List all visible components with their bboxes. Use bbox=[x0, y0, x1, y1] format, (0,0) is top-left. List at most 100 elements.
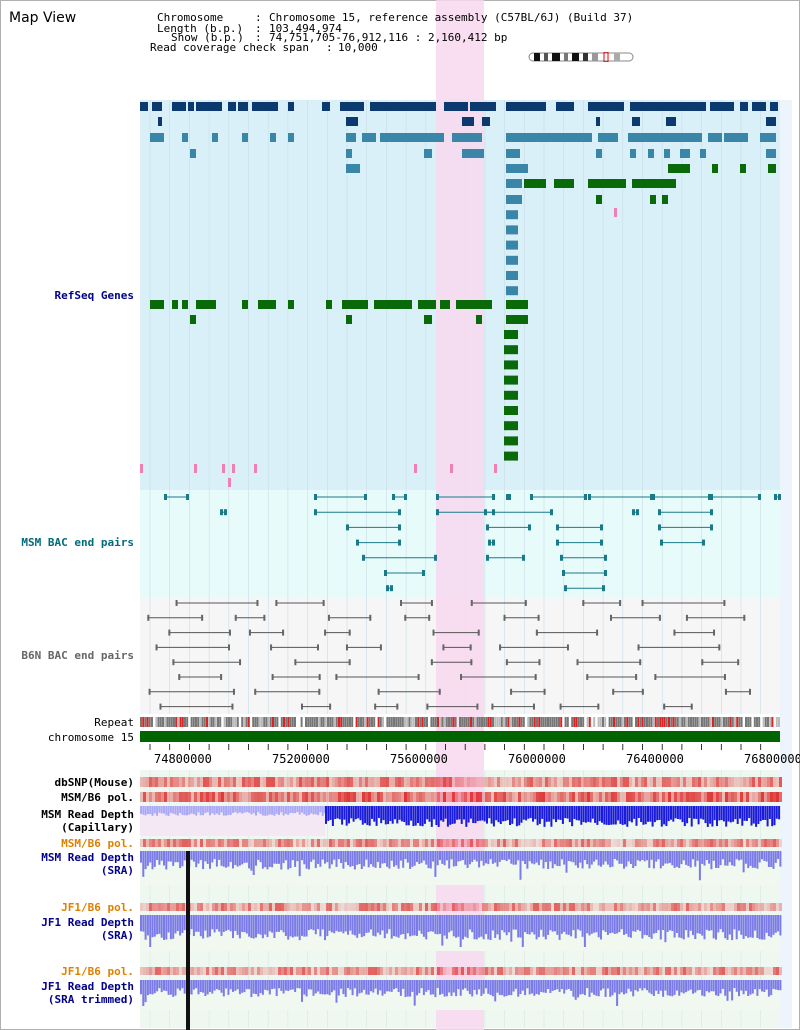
depth-bar bbox=[314, 915, 317, 935]
polymorphism-cell bbox=[254, 903, 257, 911]
repeat-mark bbox=[511, 717, 514, 727]
depth-bar bbox=[759, 806, 762, 822]
b6n-bac-end bbox=[432, 629, 435, 636]
gene-mark bbox=[190, 315, 196, 324]
polymorphism-cell bbox=[683, 903, 686, 911]
depth-bar bbox=[321, 806, 324, 816]
depth-bar bbox=[469, 806, 472, 819]
depth-bar bbox=[397, 915, 400, 938]
depth-bar bbox=[163, 915, 165, 940]
depth-bar bbox=[289, 851, 292, 869]
depth-bar bbox=[471, 980, 474, 997]
polymorphism-cell bbox=[227, 792, 230, 802]
polymorphism-cell bbox=[680, 792, 683, 802]
polymorphism-cell bbox=[575, 903, 578, 911]
depth-bar bbox=[726, 980, 729, 1001]
polymorphism-cell bbox=[746, 839, 749, 847]
polymorphism-cell bbox=[377, 792, 380, 802]
depth-bar bbox=[464, 980, 467, 989]
polymorphism-cell bbox=[386, 839, 389, 847]
snp-marker bbox=[414, 464, 417, 473]
gene-mark bbox=[588, 102, 624, 111]
polymorphism-cell bbox=[755, 967, 758, 975]
depth-bar bbox=[720, 806, 723, 821]
depth-bar bbox=[227, 851, 230, 867]
depth-bar bbox=[459, 980, 462, 996]
polymorphism-cell bbox=[716, 967, 719, 975]
chromosome-ideogram[interactable] bbox=[528, 52, 634, 62]
gene-mark bbox=[346, 315, 352, 324]
polymorphism-cell bbox=[320, 967, 323, 975]
depth-bar bbox=[770, 980, 773, 996]
gene-mark bbox=[362, 133, 376, 142]
repeat-mark bbox=[247, 717, 250, 727]
polymorphism-cell bbox=[227, 777, 230, 787]
polymorphism-cell bbox=[368, 777, 371, 787]
polymorphism-cell bbox=[653, 839, 656, 847]
polymorphism-cell bbox=[500, 777, 503, 787]
polymorphism-cell bbox=[356, 903, 359, 911]
polymorphism-cell bbox=[260, 967, 263, 975]
depth-bar bbox=[554, 980, 556, 991]
depth-bar bbox=[680, 915, 683, 939]
repeat-mark bbox=[659, 717, 662, 727]
depth-bar bbox=[374, 980, 377, 989]
depth-bar bbox=[733, 980, 736, 989]
polymorphism-cell bbox=[416, 903, 419, 911]
repeat-mark bbox=[340, 717, 343, 727]
depth-bar bbox=[195, 915, 198, 932]
polymorphism-cell bbox=[467, 903, 470, 911]
repeat-mark bbox=[324, 717, 327, 727]
polymorphism-cell bbox=[740, 967, 743, 975]
axis-tick-label: 74800000 bbox=[154, 752, 212, 766]
polymorphism-cell bbox=[554, 903, 557, 911]
polymorphism-cell bbox=[761, 792, 764, 802]
depth-bar bbox=[625, 915, 628, 934]
polymorphism-cell bbox=[323, 967, 326, 975]
gene-mark bbox=[504, 390, 518, 400]
polymorphism-cell bbox=[617, 967, 620, 975]
depth-bar bbox=[763, 980, 766, 993]
depth-bar bbox=[167, 806, 170, 816]
polymorphism-cell bbox=[668, 792, 671, 802]
polymorphism-cell bbox=[581, 903, 584, 911]
repeat-mark bbox=[155, 717, 158, 727]
polymorphism-cell bbox=[206, 792, 209, 802]
polymorphism-cell bbox=[392, 792, 395, 802]
polymorphism-cell bbox=[275, 839, 278, 847]
gene-mark bbox=[596, 117, 600, 126]
depth-bar bbox=[305, 806, 308, 816]
polymorphism-cell bbox=[452, 903, 455, 911]
polymorphism-cell bbox=[239, 839, 242, 847]
polymorphism-cell bbox=[569, 967, 572, 975]
depth-bar bbox=[192, 851, 195, 862]
polymorphism-cell bbox=[347, 777, 350, 787]
b6n-bac-end bbox=[379, 644, 382, 651]
repeat-mark bbox=[349, 717, 351, 727]
depth-bar bbox=[663, 806, 666, 825]
depth-bar bbox=[501, 915, 504, 931]
depth-bar bbox=[540, 915, 543, 930]
depth-bar bbox=[517, 915, 520, 938]
b6n-bac-end bbox=[505, 659, 508, 666]
repeat-mark bbox=[637, 717, 640, 727]
polymorphism-cell bbox=[146, 903, 149, 911]
depth-bar bbox=[771, 806, 774, 827]
polymorphism-cell bbox=[743, 903, 746, 911]
depth-bar bbox=[614, 806, 617, 825]
gene-mark bbox=[152, 102, 162, 111]
polymorphism-cell bbox=[314, 839, 317, 847]
polymorphism-cell bbox=[509, 792, 512, 802]
depth-bar bbox=[547, 851, 550, 869]
depth-bar bbox=[641, 980, 644, 991]
depth-bar bbox=[627, 915, 630, 937]
polymorphism-cell bbox=[527, 967, 530, 975]
msm-bac-end bbox=[522, 554, 525, 561]
polymorphism-cell bbox=[350, 967, 353, 975]
polymorphism-cell bbox=[653, 792, 656, 802]
depth-bar bbox=[765, 851, 768, 862]
gene-mark bbox=[172, 102, 186, 111]
depth-bar bbox=[598, 806, 601, 822]
depth-bar bbox=[289, 806, 292, 813]
